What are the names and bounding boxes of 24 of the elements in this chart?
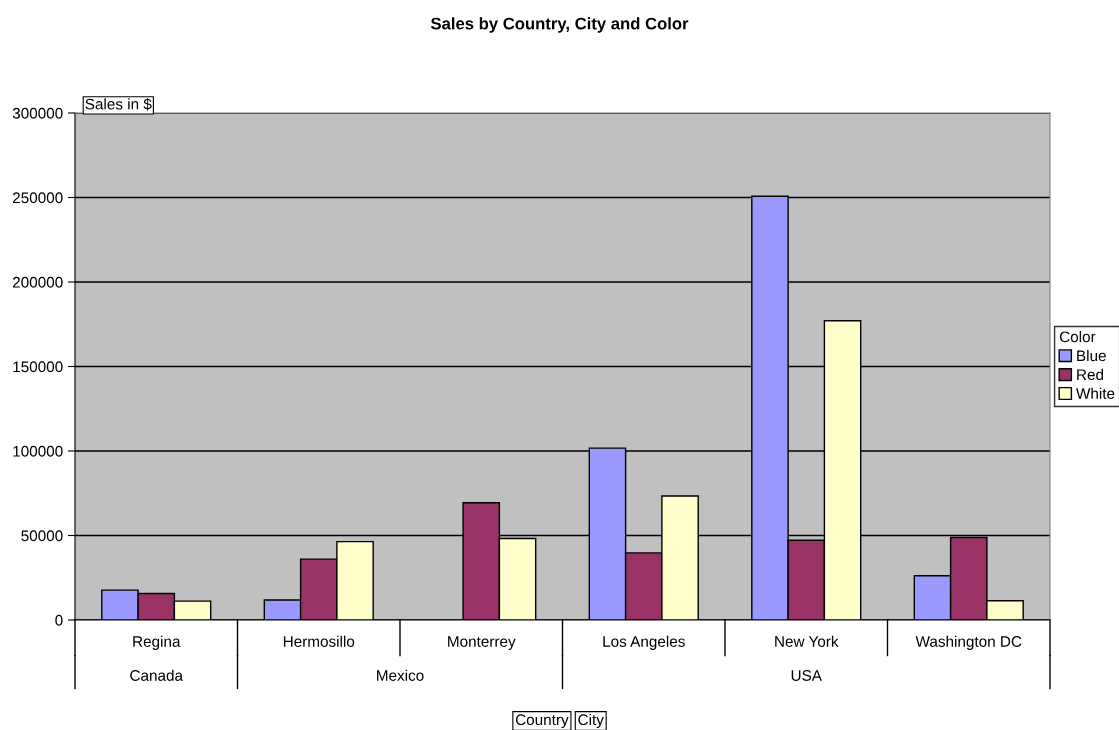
x-tick-label: Washington DC: [915, 635, 1022, 650]
text: Country: [515, 714, 569, 729]
y-tick-label: 300000: [12, 107, 63, 119]
chart-title: Sales by Country, City and Color: [430, 17, 689, 33]
y-tick-label: 250000: [12, 192, 63, 204]
y-tick-label: 100000: [13, 445, 63, 457]
text: City: [578, 713, 604, 729]
text: USA: [791, 670, 822, 681]
x-tick-label: New York: [775, 635, 839, 647]
x-tick-label: Regina: [133, 635, 181, 650]
x-tick-label: Hermosillo: [283, 635, 355, 647]
y-tick-label: 0: [55, 614, 63, 626]
text: Mexico: [377, 669, 424, 681]
y-tick-label: 50000: [21, 530, 63, 542]
legend-label: Blue: [1077, 349, 1106, 362]
y-tick-label: 200000: [12, 276, 63, 288]
x-tick-label: Monterrey: [448, 636, 516, 650]
legend-label: Red: [1077, 368, 1104, 381]
legend-label: White: [1076, 387, 1115, 399]
legend-title: Color: [1059, 331, 1096, 343]
y-tick-label: 150000: [13, 361, 63, 373]
text: Canada: [130, 669, 184, 681]
y-axis-title: Sales in $: [85, 98, 152, 111]
x-tick-label: Los Angeles: [603, 635, 685, 650]
